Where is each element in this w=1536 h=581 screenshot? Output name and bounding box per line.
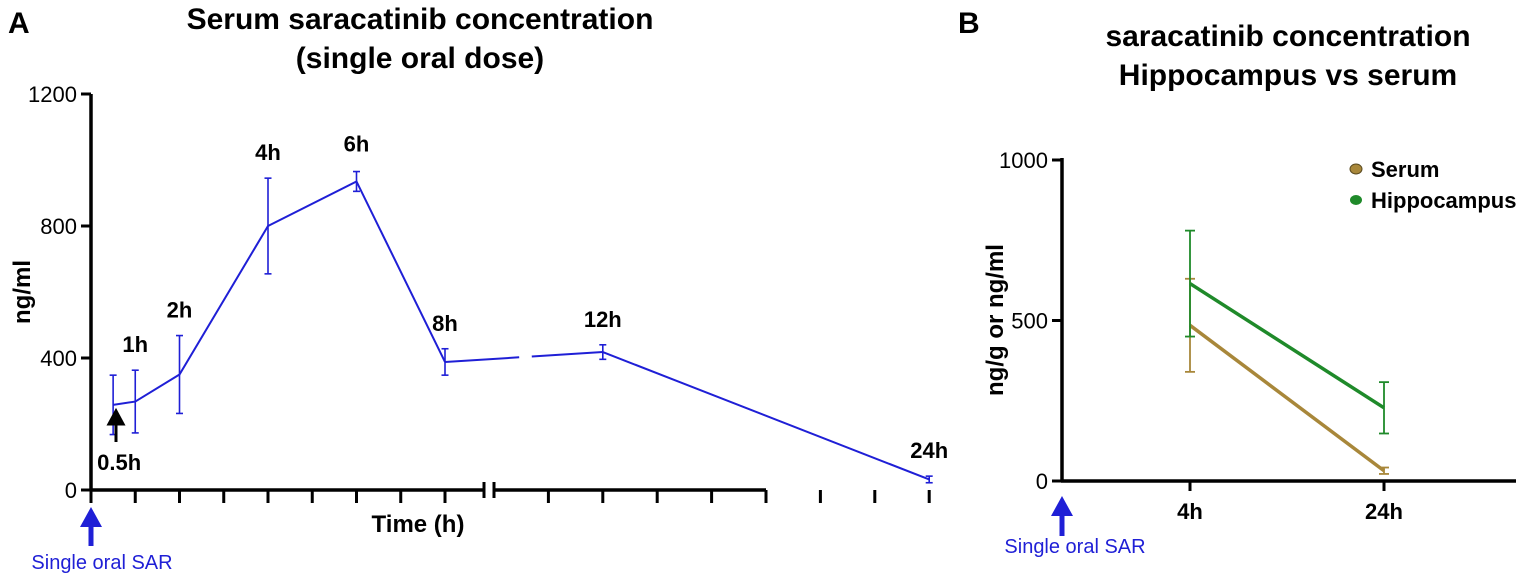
y-tick-label: 800	[40, 214, 77, 239]
serum-line-bridge-1	[444, 356, 520, 363]
time-point-label: 2h	[167, 298, 193, 323]
legend-label-serum: Serum	[1371, 157, 1439, 182]
time-point-label: 0.5h	[97, 450, 141, 475]
time-point-label: 24h	[910, 438, 948, 463]
y-tick-label: 0	[65, 478, 77, 503]
panel-a-dose-marker: Single oral SAR	[31, 507, 173, 574]
panel-a-data	[109, 170, 933, 484]
panel-a-title-line-1: Serum saracatinib concentration	[187, 3, 654, 36]
panel-b-legend: Serum Hippocampus	[1349, 157, 1516, 213]
legend-marker-serum	[1349, 163, 1363, 175]
panel-b-label: B	[958, 7, 980, 40]
serum-line	[1188, 323, 1386, 473]
panel-b-x-ticks: 4h 24h	[1177, 481, 1403, 524]
dose-arrowhead-icon	[1051, 496, 1073, 516]
panel-a: A Serum saracatinib concentration (singl…	[8, 3, 948, 574]
panel-b: B saracatinib concentration Hippocampus …	[958, 7, 1516, 558]
y-tick-label: 500	[1011, 309, 1048, 334]
first-sample-arrow-icon	[106, 407, 126, 442]
panel-b-y-ticks: 0 500 1000	[999, 148, 1062, 494]
panel-a-x-ticks	[89, 490, 931, 503]
time-point-label: 1h	[122, 332, 148, 357]
panel-a-y-ticks: 0 400 800 1200	[28, 82, 91, 503]
x-tick-label: 4h	[1177, 499, 1203, 524]
y-tick-label: 1200	[28, 82, 77, 107]
panel-b-title-line-2: Hippocampus vs serum	[1119, 59, 1457, 92]
x-tick-label: 24h	[1365, 499, 1403, 524]
time-point-label: 12h	[584, 307, 622, 332]
serum-line-bridge-2	[531, 351, 603, 358]
panel-a-label: A	[8, 7, 30, 40]
panel-a-dose-label: Single oral SAR	[31, 552, 172, 574]
panel-a-y-axis-label: ng/ml	[9, 260, 36, 324]
serum-line-segment-1	[112, 180, 446, 406]
serum-line-segment-2	[602, 351, 930, 481]
time-point-label: 8h	[432, 311, 458, 336]
panel-a-point-labels: 0.5h 1h 2h 4h 6h 8h 12h 24h	[97, 132, 948, 475]
panel-b-dose-label: Single oral SAR	[1004, 536, 1145, 558]
panel-b-title-line-1: saracatinib concentration	[1105, 20, 1470, 53]
panel-a-x-axis-label: Time (h)	[372, 511, 465, 538]
time-point-label: 4h	[255, 140, 281, 165]
panel-a-title-line-2: (single oral dose)	[296, 42, 544, 75]
y-tick-label: 1000	[999, 148, 1048, 173]
legend-label-hippocampus: Hippocampus	[1371, 188, 1516, 213]
hippocampus-line	[1189, 282, 1385, 410]
y-tick-label: 0	[1036, 469, 1048, 494]
y-tick-label: 400	[40, 346, 77, 371]
panel-b-data	[1185, 229, 1389, 475]
dose-arrowhead-icon	[80, 507, 102, 527]
panel-b-dose-marker: Single oral SAR	[1004, 496, 1146, 558]
time-point-label: 6h	[344, 132, 370, 157]
legend-marker-hippocampus	[1350, 195, 1362, 205]
panel-b-y-axis-label: ng/g or ng/ml	[982, 244, 1009, 396]
